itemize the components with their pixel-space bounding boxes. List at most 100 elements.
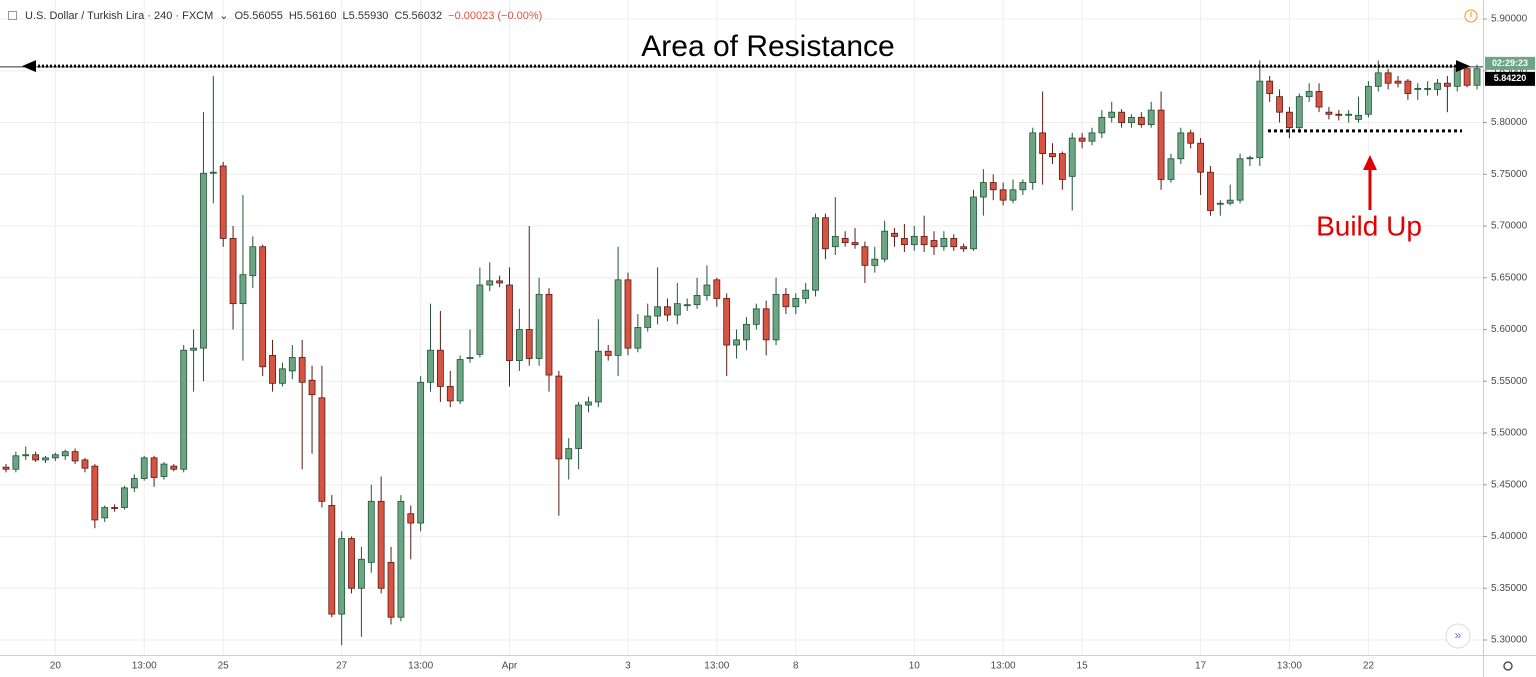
candle-body xyxy=(525,329,533,359)
candle-body xyxy=(367,500,375,563)
candle-body xyxy=(1463,68,1471,86)
candle-body xyxy=(101,507,109,519)
candle-body xyxy=(822,217,829,250)
dropdown-icon[interactable]: ⌄ xyxy=(219,10,229,22)
y-tick-label: 5.35000 xyxy=(1491,583,1528,594)
candle-body xyxy=(1434,82,1441,90)
build-up-arrowhead xyxy=(1363,155,1377,170)
candle-body xyxy=(960,246,968,250)
x-tick-label: 13:00 xyxy=(408,661,433,672)
candle-body xyxy=(1325,111,1333,115)
candle-body xyxy=(1286,111,1293,129)
candle-body xyxy=(841,238,849,243)
info-icon[interactable] xyxy=(1464,9,1478,23)
settings-icon[interactable] xyxy=(1503,661,1513,671)
candle-body xyxy=(624,279,632,349)
y-tick-label: 5.75000 xyxy=(1491,169,1528,180)
candle-body xyxy=(1424,87,1432,90)
candle-body xyxy=(200,172,207,349)
candle-body xyxy=(239,274,247,305)
candle-body xyxy=(1128,116,1135,123)
candle-body xyxy=(703,284,711,296)
candle-body xyxy=(358,558,365,589)
candle-body xyxy=(22,454,30,457)
candle-body xyxy=(585,401,592,406)
x-tick-label: 3 xyxy=(625,661,631,672)
arrowhead-right xyxy=(1456,60,1470,73)
candle-body xyxy=(121,487,128,508)
candle-body xyxy=(269,354,276,384)
candle-body xyxy=(1236,158,1244,201)
x-tick-label: 20 xyxy=(50,661,62,672)
low: L5.55930 xyxy=(342,9,389,22)
candle-body xyxy=(209,171,217,174)
candle-body xyxy=(249,246,257,277)
x-tick-label: 27 xyxy=(336,661,348,672)
candle-body xyxy=(328,505,336,615)
candle-body xyxy=(644,315,652,328)
candle-body xyxy=(288,357,296,372)
candle-body xyxy=(851,242,859,246)
build-up-label: Build Up xyxy=(1316,210,1422,241)
candle-body xyxy=(1078,137,1086,142)
candle-body xyxy=(970,196,977,250)
symbol[interactable]: U.S. Dollar / Turkish Lira · 240 · FXCM xyxy=(25,9,214,22)
candle-body xyxy=(1266,80,1274,94)
x-tick-label: 13:00 xyxy=(704,661,729,672)
scroll-button[interactable] xyxy=(1445,623,1471,649)
candle-body xyxy=(1147,109,1155,126)
candle-body xyxy=(506,284,513,361)
y-tick-label: 5.45000 xyxy=(1491,479,1528,490)
countdown: 02:29:23 xyxy=(1492,58,1528,68)
candle-body xyxy=(318,397,326,502)
candle-body xyxy=(1058,153,1066,180)
candle-body xyxy=(466,357,474,359)
price-axis xyxy=(1483,0,1536,677)
candle-body xyxy=(190,347,197,351)
candle-body xyxy=(861,246,869,266)
candle-body xyxy=(792,298,800,308)
candle-body xyxy=(2,466,10,470)
candle-body xyxy=(1315,91,1323,108)
candle-body xyxy=(150,457,158,478)
candle-body xyxy=(32,454,40,461)
candle-body xyxy=(1355,114,1362,120)
candle-body xyxy=(920,235,928,246)
candle-body xyxy=(930,240,938,248)
candle-body xyxy=(1049,153,1056,158)
x-tick-label: 15 xyxy=(1077,661,1089,672)
candle-body xyxy=(219,165,227,239)
candle-body xyxy=(545,293,553,376)
candle-body xyxy=(752,308,760,325)
candle-body xyxy=(1404,80,1412,94)
candle-body xyxy=(1118,111,1125,123)
candle-body xyxy=(476,284,484,355)
candle-body xyxy=(279,368,286,384)
candle-body xyxy=(950,238,958,248)
candle-body xyxy=(180,349,188,470)
candle-body xyxy=(673,303,681,316)
candle-body xyxy=(1108,111,1116,118)
candle-body xyxy=(1088,132,1096,142)
candle-body xyxy=(1019,182,1027,191)
candle-body xyxy=(604,350,612,356)
x-tick-label: 22 xyxy=(1363,661,1375,672)
collapse-icon[interactable] xyxy=(8,11,17,20)
candle-body xyxy=(1226,199,1234,204)
candle-body xyxy=(436,349,444,387)
y-tick-label: 5.30000 xyxy=(1491,635,1528,646)
candle-body xyxy=(298,357,306,383)
candle-body xyxy=(377,500,385,589)
candle-body xyxy=(802,289,810,299)
candle-body xyxy=(348,538,355,589)
candle-body xyxy=(1009,189,1017,201)
candle-body xyxy=(989,182,997,191)
candle-body xyxy=(71,451,79,462)
candle-body xyxy=(535,293,543,359)
x-tick-label: 13:00 xyxy=(132,661,157,672)
candle-body xyxy=(1473,68,1481,86)
close: C5.56032 xyxy=(394,9,443,22)
candle-body xyxy=(1029,132,1037,183)
candle-body xyxy=(1039,132,1047,154)
